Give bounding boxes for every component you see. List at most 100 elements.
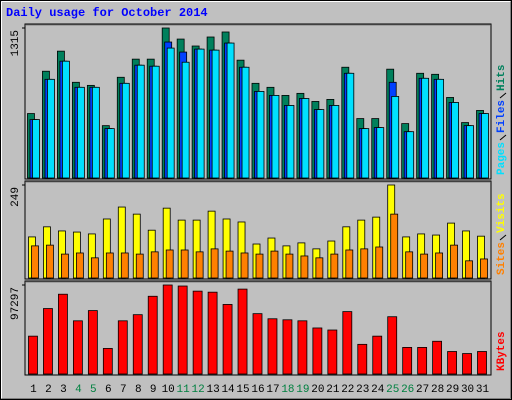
bar	[360, 248, 369, 279]
bar	[61, 253, 69, 279]
bar	[72, 320, 83, 375]
bar	[240, 252, 249, 279]
bar	[222, 304, 233, 375]
legend-separator	[499, 134, 507, 141]
bar	[357, 343, 368, 375]
bar	[255, 253, 264, 279]
bar	[436, 78, 445, 179]
x-tick-label: 13	[206, 384, 219, 396]
bar	[316, 109, 325, 179]
legend-separator	[499, 92, 507, 99]
bar	[331, 105, 340, 179]
bar	[31, 245, 39, 279]
x-tick-label: 17	[266, 384, 279, 396]
bar	[106, 128, 115, 179]
x-tick-label: 11	[177, 384, 191, 396]
x-tick-label: 4	[75, 384, 82, 396]
bar	[47, 78, 55, 179]
x-tick-label: 31	[476, 384, 490, 396]
bar	[90, 257, 99, 279]
bar	[315, 257, 324, 279]
bar	[136, 64, 145, 179]
bar	[451, 102, 459, 179]
bar	[271, 95, 280, 179]
bar	[270, 250, 279, 279]
bar	[165, 249, 174, 279]
x-tick-label: 30	[461, 384, 474, 396]
bar	[346, 72, 355, 179]
bar	[76, 86, 85, 179]
bar	[465, 260, 473, 279]
bar	[91, 86, 100, 179]
x-tick-label: 5	[90, 384, 97, 396]
bar	[211, 49, 220, 179]
bar	[162, 284, 173, 375]
legend-label: Visits	[496, 193, 508, 233]
x-tick-label: 8	[135, 384, 142, 396]
bar	[256, 91, 265, 179]
bar	[327, 329, 338, 375]
bar	[180, 249, 189, 279]
bar	[237, 288, 248, 375]
bar	[75, 252, 84, 279]
bar	[345, 249, 354, 279]
bar	[421, 77, 430, 179]
x-tick-label: 20	[311, 384, 324, 396]
x-tick-label: 27	[416, 384, 429, 396]
bar	[181, 61, 190, 179]
bar	[102, 348, 113, 375]
bar	[210, 248, 219, 279]
bar	[58, 293, 68, 375]
bar	[177, 285, 188, 375]
bar	[150, 251, 159, 279]
bar	[32, 119, 40, 179]
bar	[282, 319, 293, 375]
bar	[300, 255, 309, 279]
bar	[477, 351, 487, 375]
bar	[372, 335, 383, 375]
x-tick-label: 12	[192, 384, 205, 396]
bar	[166, 47, 175, 179]
bar	[417, 347, 428, 375]
bar	[285, 253, 294, 279]
bar	[252, 313, 263, 375]
bar	[105, 252, 114, 279]
bar	[28, 335, 38, 375]
legend-label: Pages	[496, 142, 508, 175]
bar	[225, 250, 234, 279]
bar	[375, 246, 384, 279]
bar	[420, 253, 429, 279]
bar	[402, 347, 413, 375]
bar	[46, 244, 54, 279]
x-tick-label: 6	[105, 384, 112, 396]
x-tick-label: 18	[281, 384, 294, 396]
bar	[207, 291, 218, 375]
bar	[196, 48, 205, 179]
x-tick-label: 10	[162, 384, 175, 396]
bar	[117, 320, 128, 375]
x-tick-label: 23	[356, 384, 369, 396]
chart-title: Daily usage for October 2014	[6, 6, 208, 20]
x-tick-label: 14	[221, 384, 235, 396]
bar	[195, 251, 204, 279]
x-tick-label: 7	[120, 384, 127, 396]
x-tick-label: 2	[45, 384, 52, 396]
bar	[481, 113, 489, 179]
y-tick-label: 97297	[10, 287, 22, 320]
bar	[450, 244, 458, 279]
bar	[312, 327, 323, 375]
x-tick-label: 15	[236, 384, 249, 396]
legend-label: Files	[496, 100, 508, 133]
bar	[466, 125, 474, 179]
bar	[330, 253, 339, 279]
x-tick-label: 1	[30, 384, 37, 396]
bar	[391, 96, 400, 179]
y-tick-label: 1315	[10, 30, 22, 56]
x-tick-label: 24	[371, 384, 385, 396]
legend-label: Hits	[496, 65, 508, 91]
bar	[405, 251, 414, 279]
x-tick-label: 21	[326, 384, 340, 396]
bar	[480, 258, 488, 279]
